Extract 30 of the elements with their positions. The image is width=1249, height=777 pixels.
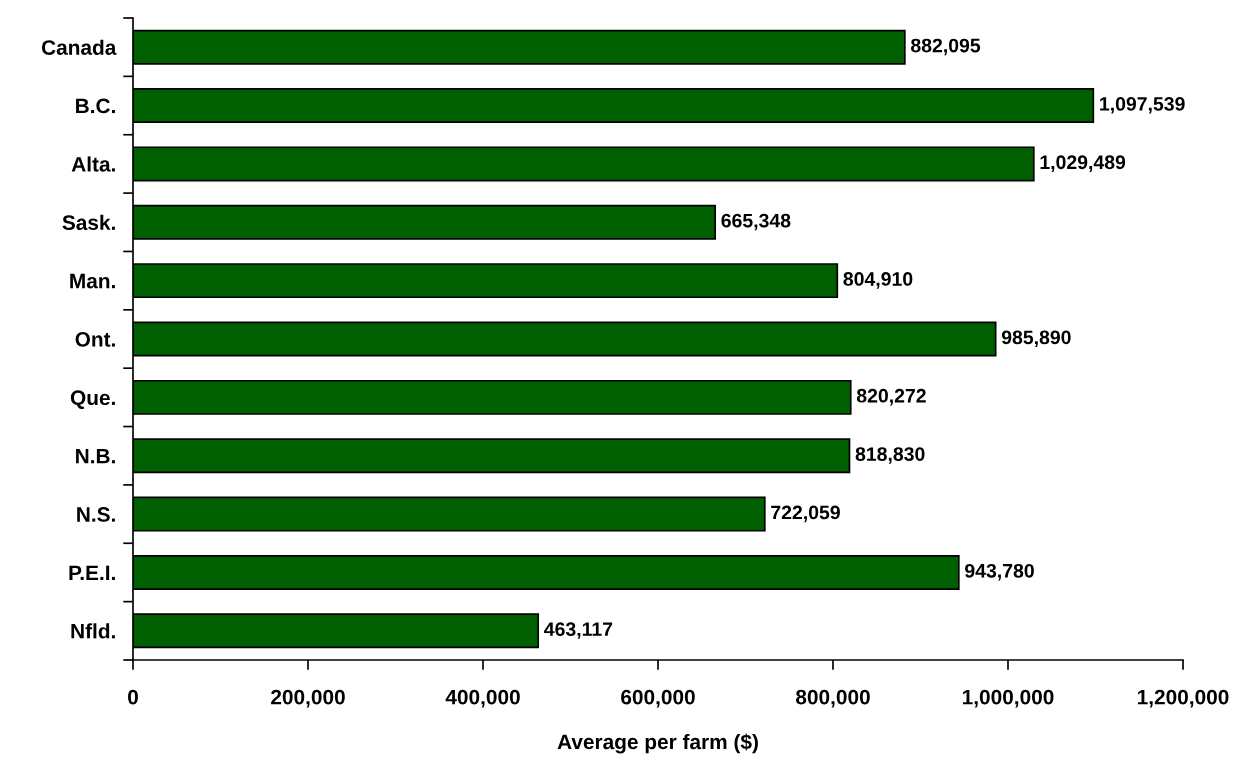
data-label: 985,890 — [1001, 330, 1071, 348]
y-tick-label: Man. — [70, 273, 115, 289]
x-axis-title: Average per farm ($) — [557, 733, 758, 754]
data-label: 820,272 — [856, 388, 926, 406]
data-label: 818,830 — [855, 447, 925, 464]
data-label: 463,117 — [544, 622, 613, 639]
x-tick-label: 1,200,000 — [1137, 689, 1229, 708]
y-tick-label: N.B. — [76, 448, 115, 464]
x-tick-label: 800,000 — [796, 689, 870, 708]
y-tick-label: N.S. — [77, 507, 115, 522]
y-tick-label: P.E.I. — [69, 565, 115, 580]
x-tick-label: 400,000 — [445, 689, 520, 708]
data-label: 943,780 — [965, 563, 1034, 581]
x-tick-label: 0 — [128, 689, 138, 705]
data-label: 665,348 — [721, 213, 791, 231]
y-tick-label: Nfld. — [71, 623, 115, 639]
y-tick-label: B.C. — [76, 98, 115, 114]
y-tick-label: Ont. — [75, 332, 115, 347]
data-label: 804,910 — [843, 272, 913, 289]
x-tick-label: 200,000 — [271, 689, 345, 708]
y-tick-label: Canada — [41, 39, 117, 55]
data-label: 1,097,539 — [1100, 97, 1185, 114]
y-tick-label: Alta. — [71, 156, 115, 172]
y-tick-label: Sask. — [62, 214, 115, 231]
data-label: 882,095 — [911, 38, 981, 56]
x-tick-label: 600,000 — [621, 689, 695, 708]
data-label: 722,059 — [771, 505, 840, 523]
y-tick-label: Que. — [70, 390, 115, 410]
x-tick-label: 1,000,000 — [962, 689, 1054, 708]
data-label: 1,029,489 — [1040, 155, 1126, 172]
